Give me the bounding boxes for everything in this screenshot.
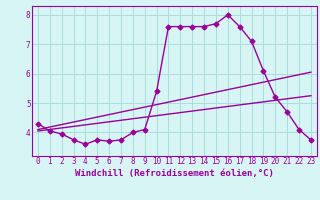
X-axis label: Windchill (Refroidissement éolien,°C): Windchill (Refroidissement éolien,°C) — [75, 169, 274, 178]
